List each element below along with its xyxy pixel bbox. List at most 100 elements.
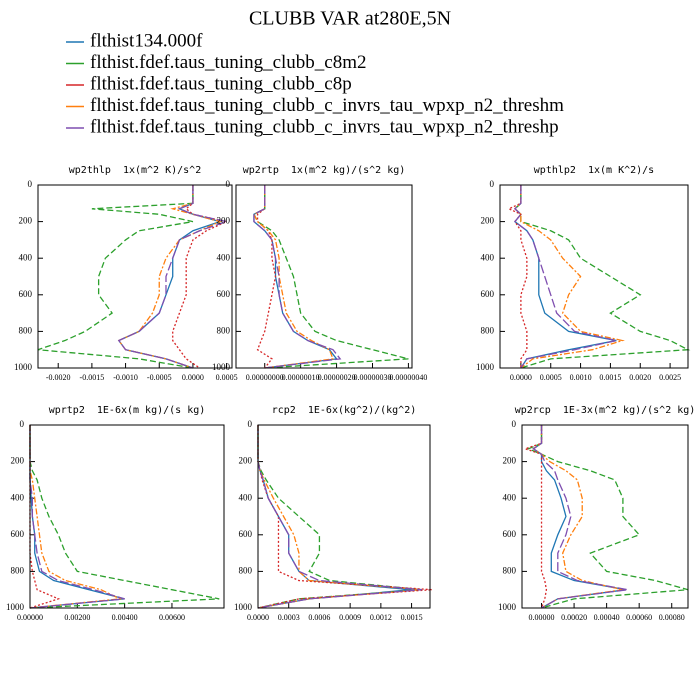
x-tick-label: 0.0006 xyxy=(308,613,330,622)
y-tick-label: 600 xyxy=(217,289,231,299)
legend-label: flthist.fdef.taus_tuning_clubb_c_invrs_t… xyxy=(90,95,564,116)
profile-line xyxy=(526,425,689,609)
x-tick-label: 0.0025 xyxy=(659,373,681,382)
plot-frame xyxy=(29,424,225,609)
x-tick-label: 0.00020 xyxy=(561,613,587,622)
y-tick-label: 800 xyxy=(239,565,253,575)
panel-title: wp2rtp 1x(m^2 kg)/(s^2 kg) xyxy=(243,165,406,176)
profile-line xyxy=(29,425,125,609)
profile-line xyxy=(532,425,628,609)
x-tick-label: 0.0010 xyxy=(570,373,592,382)
y-tick-label: 1000 xyxy=(234,602,253,612)
profile-line xyxy=(257,425,422,609)
x-tick-label: 0.00600 xyxy=(159,613,185,622)
x-tick-label: 0.0000 xyxy=(247,613,269,622)
y-tick-label: 400 xyxy=(239,492,253,502)
y-tick-label: 800 xyxy=(503,565,517,575)
y-tick-label: 600 xyxy=(481,289,495,299)
profile-line xyxy=(513,185,617,369)
x-tick-label: 0.00000 xyxy=(529,613,555,622)
y-tick-label: 400 xyxy=(481,252,495,262)
x-tick-label: 0.0015 xyxy=(401,613,423,622)
x-tick-label: 0.00000000 xyxy=(246,373,284,382)
profile-line xyxy=(172,185,229,369)
y-tick-label: 1000 xyxy=(212,362,231,372)
y-tick-label: 600 xyxy=(503,529,517,539)
y-tick-label: 800 xyxy=(217,325,231,335)
y-tick-label: 800 xyxy=(11,565,25,575)
legend-label: flthist.fdef.taus_tuning_clubb_c_invrs_t… xyxy=(90,116,559,137)
y-tick-label: 0 xyxy=(20,419,25,429)
profile-line xyxy=(117,185,223,369)
x-tick-label: 0.0020 xyxy=(629,373,651,382)
panel-title: rcp2 1E-6x(kg^2)/(kg^2) xyxy=(272,405,417,416)
y-tick-label: 0 xyxy=(490,179,495,189)
profile-line xyxy=(257,425,422,609)
x-tick-label: -0.0015 xyxy=(80,373,105,382)
y-tick-label: 400 xyxy=(19,252,33,262)
x-tick-label: 0.00200 xyxy=(64,613,90,622)
y-tick-label: 200 xyxy=(11,456,25,466)
y-tick-label: 0 xyxy=(226,179,231,189)
x-tick-label: 0.00000020 xyxy=(318,373,356,382)
x-tick-label: 0.00000 xyxy=(17,613,43,622)
profile-line xyxy=(29,425,123,609)
y-tick-label: 400 xyxy=(217,252,231,262)
y-tick-label: 600 xyxy=(239,529,253,539)
x-tick-label: 0.00040 xyxy=(594,613,620,622)
x-tick-label: 0.00400 xyxy=(112,613,138,622)
panel-title: wp2rcp 1E-3x(m^2 kg)/(s^2 kg) xyxy=(515,405,696,416)
y-tick-label: 800 xyxy=(481,325,495,335)
panel-title: wpthlp2 1x(m K^2)/s xyxy=(534,165,654,176)
x-tick-label: -0.0010 xyxy=(113,373,138,382)
x-tick-label: 0.00000040 xyxy=(389,373,427,382)
y-tick-label: 1000 xyxy=(476,362,495,372)
panel-title: wp2thlp 1x(m^2 K)/s^2 xyxy=(69,165,201,176)
legend-label: flthist.fdef.taus_tuning_clubb_c8m2 xyxy=(90,52,367,73)
x-tick-label: -0.0005 xyxy=(147,373,172,382)
profile-line xyxy=(513,185,625,369)
y-tick-label: 1000 xyxy=(14,362,33,372)
y-tick-label: 1000 xyxy=(6,602,25,612)
x-tick-label: 0.00060 xyxy=(626,613,652,622)
profile-line xyxy=(37,185,194,369)
profile-line xyxy=(253,185,409,369)
profile-line xyxy=(532,425,627,609)
y-tick-label: 600 xyxy=(11,529,25,539)
y-tick-label: 0 xyxy=(248,419,253,429)
y-tick-label: 400 xyxy=(11,492,25,502)
profile-line xyxy=(29,425,125,609)
profile-line xyxy=(253,185,338,369)
profile-line xyxy=(513,185,617,369)
plot-frame xyxy=(521,424,689,609)
x-tick-label: 0.0009 xyxy=(339,613,361,622)
x-tick-label: 0.0003 xyxy=(278,613,300,622)
x-tick-label: 0.0000 xyxy=(510,373,532,382)
profile-line xyxy=(523,425,548,609)
plot-frame xyxy=(499,184,689,369)
x-tick-label: 0.0005 xyxy=(540,373,562,382)
y-tick-label: 200 xyxy=(503,456,517,466)
y-tick-label: 200 xyxy=(217,216,231,226)
profile-line xyxy=(117,185,222,369)
figure-title: CLUBB VAR at280E,5N xyxy=(249,8,451,30)
y-tick-label: 200 xyxy=(481,216,495,226)
x-tick-label: 0.00080 xyxy=(659,613,685,622)
x-tick-label: -0.0020 xyxy=(46,373,71,382)
y-tick-label: 600 xyxy=(19,289,33,299)
plot-frame xyxy=(257,424,431,609)
legend-label: flthist134.000f xyxy=(90,30,203,51)
plot-frame xyxy=(235,184,413,369)
y-tick-label: 1000 xyxy=(498,602,517,612)
profile-line xyxy=(256,185,277,369)
y-tick-label: 0 xyxy=(512,419,517,429)
x-tick-label: 0.0015 xyxy=(599,373,621,382)
y-tick-label: 200 xyxy=(239,456,253,466)
x-tick-label: 0.0000 xyxy=(182,373,204,382)
legend-label: flthist.fdef.taus_tuning_clubb_c8p xyxy=(90,73,352,94)
profile-line xyxy=(117,185,230,369)
y-tick-label: 200 xyxy=(19,216,33,226)
x-tick-label: 0.0012 xyxy=(370,613,392,622)
profile-line xyxy=(513,185,691,369)
